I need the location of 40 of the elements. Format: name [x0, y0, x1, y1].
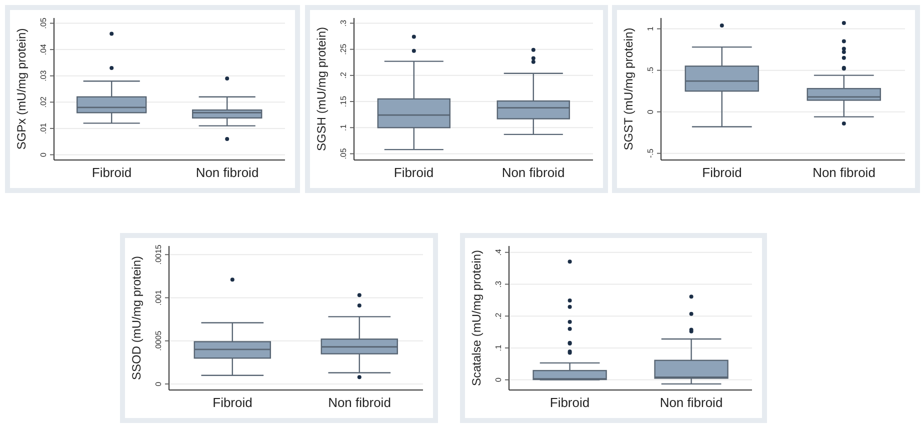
- y-tick-label: .0005: [154, 330, 163, 351]
- y-tick-label: .25: [339, 43, 348, 55]
- x-tick-label: Non fibroid: [812, 165, 876, 180]
- y-tick-label: .03: [39, 70, 48, 82]
- x-tick-label: Non fibroid: [660, 395, 723, 410]
- x-tick-label: Fibroid: [702, 165, 742, 180]
- y-axis-title: SGPx (mU/mg protein): [14, 28, 28, 150]
- x-tick-label: Fibroid: [212, 395, 252, 410]
- x-tick-label: Fibroid: [92, 165, 132, 180]
- x-tick-label: Non fibroid: [196, 165, 259, 180]
- y-tick-label: -.5: [646, 148, 655, 158]
- y-tick-label: 0: [154, 381, 163, 386]
- y-tick-label: .05: [339, 148, 348, 160]
- y-tick-label: .1: [339, 124, 348, 131]
- y-axis-title: SGSH (mU/mg protein): [314, 26, 328, 152]
- x-tick-label: Non fibroid: [328, 395, 391, 410]
- y-tick-label: .4: [494, 248, 503, 256]
- y-tick-label: .3: [339, 19, 348, 27]
- y-tick-label: .1: [494, 344, 503, 352]
- y-axis-title: SGST (mU/mg protein): [621, 28, 636, 150]
- y-tick-label: .2: [339, 72, 348, 79]
- y-tick-label: 0: [646, 109, 655, 114]
- y-tick-label: .04: [39, 43, 48, 56]
- y-tick-label: .3: [494, 280, 503, 288]
- y-tick-label: 0: [494, 377, 503, 382]
- y-tick-label: 1: [646, 26, 655, 32]
- y-tick-label: .15: [339, 95, 348, 108]
- y-tick-label: .01: [39, 122, 48, 134]
- y-tick-label: 0: [39, 152, 48, 157]
- y-tick-label: .05: [39, 17, 48, 29]
- y-axis-title: Scatalse (mU/mg protein): [469, 250, 484, 386]
- y-tick-label: .5: [646, 66, 655, 74]
- y-tick-label: .2: [494, 312, 503, 320]
- y-axis-title: SSOD (mU/mg protein): [129, 256, 144, 380]
- y-tick-label: .001: [154, 289, 163, 306]
- x-tick-label: Fibroid: [550, 395, 590, 410]
- y-tick-label: .02: [39, 96, 48, 108]
- y-tick-label: .0015: [154, 244, 163, 265]
- x-tick-label: Non fibroid: [502, 165, 565, 180]
- x-tick-label: Fibroid: [394, 165, 434, 180]
